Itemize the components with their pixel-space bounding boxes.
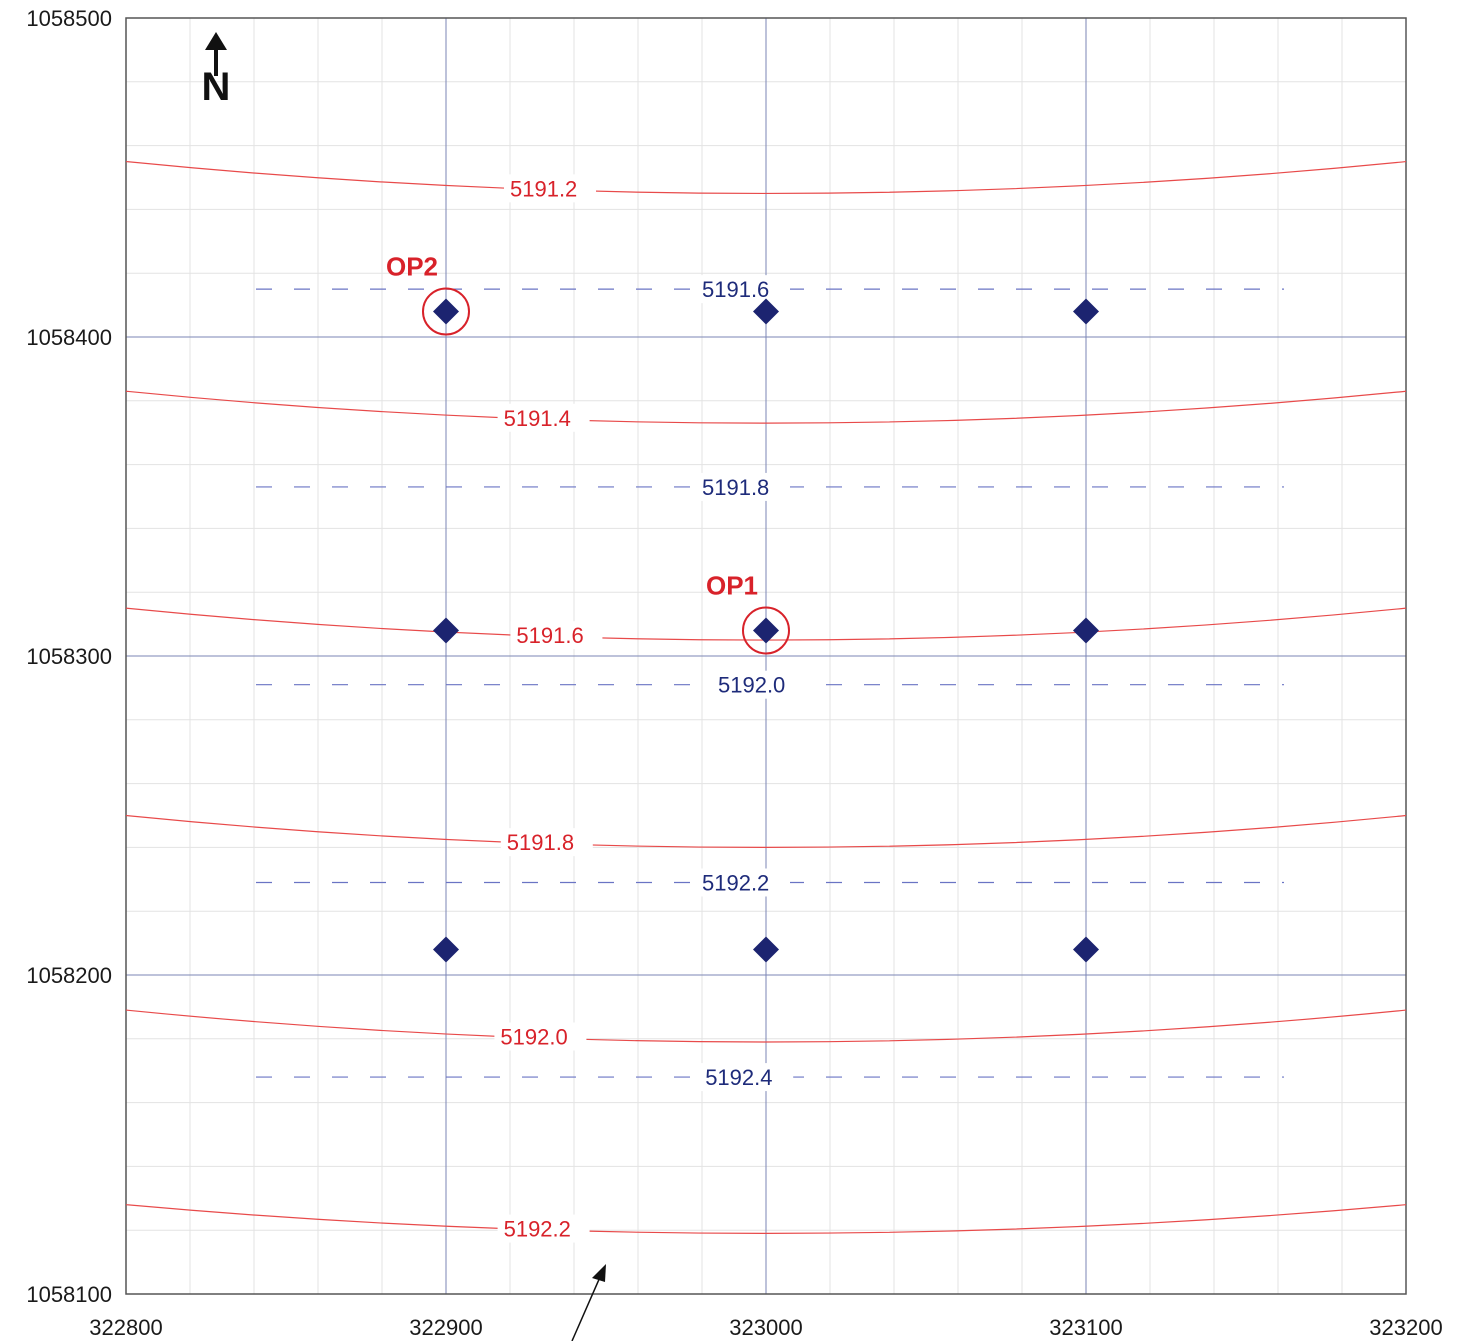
north-arrow: N [202,32,231,109]
x-tick-label: 322900 [409,1315,482,1340]
blue-contour-label-bg [694,472,790,501]
observation-point-label: OP2 [386,251,438,281]
well-point-marker [433,298,459,325]
well-point-marker [433,617,459,644]
well-point-marker [433,936,459,963]
observation-point-circle [422,287,470,336]
y-tick-label: 1058100 [26,1282,112,1307]
well-point-marker [753,936,779,963]
blue-contour-label-bg [710,670,806,699]
blue-contour-label: 5192.0 [718,673,785,698]
blue-contour-label-bg [697,1063,794,1092]
x-tick-label: 322800 [89,1315,162,1340]
blue-contour-label: 5191.8 [702,475,769,500]
red-contour-label: 5192.2 [504,1217,571,1242]
red-contour-line [125,1009,1407,1043]
blue-contour-label-bg [694,868,790,897]
blue-contour-label-bg [694,275,790,304]
x-tick-label: 323100 [1049,1315,1122,1340]
pointer-arrow-line [571,1267,605,1341]
x-tick-label: 323000 [729,1315,802,1340]
observation-point-label: OP1 [706,570,758,600]
well-point-marker [1073,298,1099,325]
red-contour-label-bg [494,1022,587,1051]
red-contour-label: 5191.6 [516,623,583,648]
red-contour-group: 5191.2 5191.4 5191.6 5191.8 5192.0 5192.2 [125,160,1407,1243]
blue-contour-label: 5192.2 [702,870,769,895]
pointer-arrow [571,1264,606,1341]
red-contour-label: 5191.4 [504,406,571,431]
y-tick-label: 1058500 [26,6,112,31]
red-contour-line [125,814,1407,848]
red-contour-label: 5191.2 [510,176,577,201]
well-point-marker [753,617,779,644]
observation-point-circle [742,606,790,655]
map-frame [125,17,1407,1295]
red-contour-label-bg [497,1214,590,1243]
blue-contour-label: 5192.4 [705,1065,772,1090]
red-contour-line [125,160,1407,195]
x-tick-label: 323200 [1369,1315,1442,1340]
observation-points-group: OP2 OP1 [386,251,1099,963]
red-contour-label: 5192.0 [500,1024,567,1049]
red-contour-line [125,1204,1407,1234]
blue-contour-group: 5191.6 5191.8 5192.0 5192.2 5192.4 [256,275,1284,1092]
y-tick-label: 1058400 [26,325,112,350]
red-contour-label-bg [500,828,593,857]
axis-ticks: 322800 322900 323000 323100 323200 1058500 105… [26,6,1442,1340]
pointer-arrow-head [592,1264,606,1282]
blue-contour-label: 5191.6 [702,277,769,302]
red-contour-label: 5191.8 [507,830,574,855]
red-contour-label-bg [504,174,596,203]
red-contour-line [125,390,1407,424]
well-point-marker [1073,936,1099,963]
well-point-marker [1073,617,1099,644]
well-point-marker [753,298,779,325]
y-tick-label: 1058200 [26,963,112,988]
red-contour-label-bg [510,621,603,650]
north-arrow-head [205,32,227,50]
north-label: N [202,65,231,109]
y-tick-label: 1058300 [26,644,112,669]
red-contour-label-bg [497,403,590,432]
